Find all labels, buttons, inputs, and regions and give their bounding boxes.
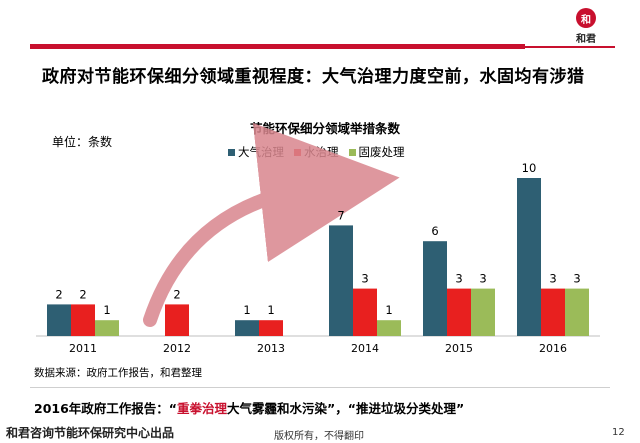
data-label-water-2011: 2: [79, 287, 86, 301]
bar-air-2015: [423, 241, 447, 336]
page-number: 12: [612, 427, 625, 438]
bar-water-2016: [541, 288, 565, 336]
data-label-air-2015: 6: [431, 224, 438, 238]
bar-water-2011: [71, 304, 95, 336]
data-label-solid-2016: 3: [573, 272, 580, 286]
x-tick-label-2013: 2013: [257, 342, 285, 355]
unit-label: 单位：条数: [52, 135, 113, 149]
bar-air-2013: [235, 320, 259, 336]
data-label-air-2014: 7: [337, 208, 344, 222]
data-label-water-2014: 3: [361, 272, 368, 286]
bottom-rule: [30, 387, 610, 388]
x-tick-label-2012: 2012: [163, 342, 191, 355]
bar-air-2014: [329, 225, 353, 336]
bar-air-2016: [517, 178, 541, 336]
bar-air-2011: [47, 304, 71, 336]
data-label-water-2012: 2: [173, 287, 180, 301]
bar-water-2015: [447, 288, 471, 336]
policy-statement: 2016年政府工作报告：“重拳治理大气雾霾和水污染”，“推进垃圾分类处理”: [34, 398, 464, 417]
bar-water-2012: [165, 304, 189, 336]
data-label-water-2013: 1: [267, 303, 274, 317]
policy-prefix: 2016年政府工作报告：“: [34, 401, 178, 416]
logo-seal-icon: 和: [576, 8, 596, 28]
bar-water-2013: [259, 320, 283, 336]
bar-solid-2014: [377, 320, 401, 336]
data-label-air-2011: 2: [55, 287, 62, 301]
header-rule: [30, 44, 525, 49]
page-title: 政府对节能环保细分领域重视程度：大气治理力度空前，水固均有涉猎: [42, 67, 585, 87]
data-label-solid-2014: 1: [385, 303, 392, 317]
bar-solid-2015: [471, 288, 495, 336]
footer-publisher: 和君咨询节能环保研究中心出品: [6, 426, 175, 440]
policy-highlight: 重拳治理: [177, 401, 228, 416]
x-tick-label-2011: 2011: [69, 342, 97, 355]
trend-arrow: [143, 122, 400, 327]
bar-solid-2011: [95, 320, 119, 336]
header-rule-tail: [525, 46, 615, 48]
data-label-solid-2015: 3: [479, 272, 486, 286]
logo-text: 和君: [576, 34, 596, 45]
footer-copyright: 版权所有，不得翻印: [274, 431, 364, 442]
policy-rest: 大气雾霾和水污染”，“推进垃圾分类处理”: [227, 401, 465, 416]
data-label-water-2015: 3: [455, 272, 462, 286]
legend-swatch-air: [228, 148, 235, 156]
source-note: 数据来源：政府工作报告，和君整理: [34, 367, 202, 379]
data-label-water-2016: 3: [549, 272, 556, 286]
x-tick-label-2016: 2016: [539, 342, 567, 355]
bar-water-2014: [353, 288, 377, 336]
brand-logo: 和 和君: [566, 8, 606, 45]
x-tick-label-2015: 2015: [445, 342, 473, 355]
data-label-solid-2011: 1: [103, 303, 110, 317]
data-label-air-2016: 10: [522, 161, 537, 175]
data-label-air-2013: 1: [243, 303, 250, 317]
bar-solid-2016: [565, 288, 589, 336]
x-tick-label-2014: 2014: [351, 342, 379, 355]
